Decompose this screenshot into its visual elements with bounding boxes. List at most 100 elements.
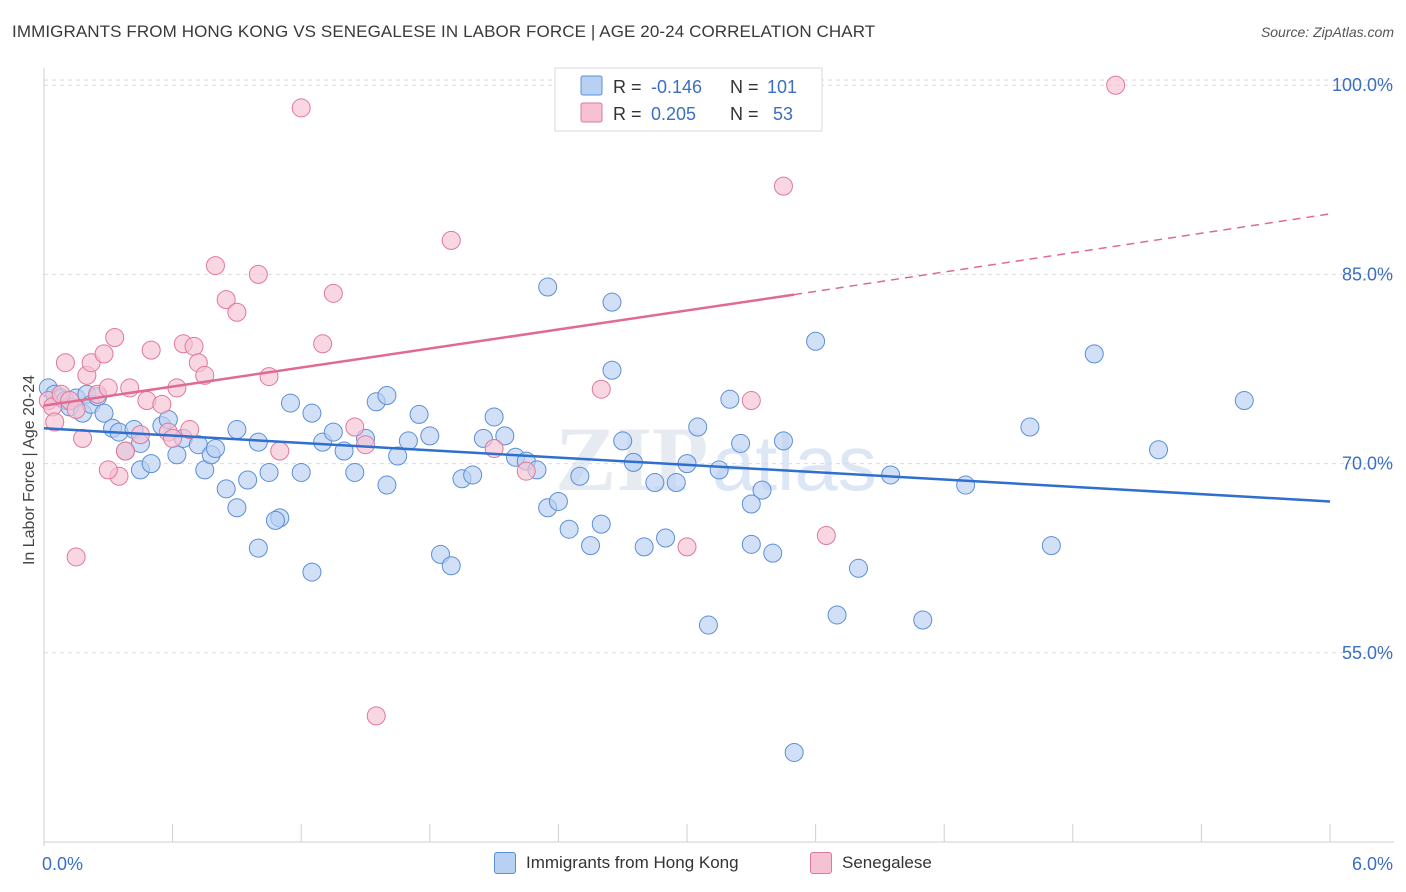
point-senegalese [227,302,247,322]
point-hong-kong [248,538,268,558]
point-hong-kong [248,432,268,452]
point-hong-kong [323,422,343,442]
point-senegalese [180,420,200,440]
point-hong-kong [698,615,718,635]
legend-label-senegalese: Senegalese [842,853,932,872]
point-hong-kong [1020,417,1040,437]
point-senegalese [270,441,290,461]
point-hong-kong [806,331,826,351]
point-hong-kong [484,407,504,427]
point-hong-kong [238,470,258,490]
x-tick-label: 0.0% [42,854,83,874]
point-senegalese [66,547,86,567]
point-senegalese [516,461,536,481]
gridlines [44,79,1394,654]
point-hong-kong [645,473,665,493]
legend-item-hong-kong: Immigrants from Hong Kong [494,852,739,874]
point-hong-kong [602,292,622,312]
legend-r-label: R = [613,77,642,97]
point-hong-kong [420,426,440,446]
point-hong-kong [1084,344,1104,364]
point-senegalese [677,537,697,557]
point-hong-kong [227,498,247,518]
point-senegalese [741,391,761,411]
point-hong-kong [495,426,515,446]
point-hong-kong [291,462,311,482]
point-hong-kong [913,610,933,630]
point-senegalese [105,327,125,347]
point-hong-kong [741,534,761,554]
point-hong-kong [741,494,761,514]
point-hong-kong [731,433,751,453]
point-senegalese [773,176,793,196]
point-hong-kong [302,403,322,423]
point-hong-kong [784,742,804,762]
point-hong-kong [398,431,418,451]
source-credit: Source: ZipAtlas.com [1260,24,1394,40]
point-hong-kong [570,466,590,486]
point-hong-kong [613,431,633,451]
legend-n-value: 53 [773,104,793,124]
point-hong-kong [956,475,976,495]
legend-r-label: R = [613,104,642,124]
point-hong-kong [709,460,729,480]
point-hong-kong [752,480,772,500]
point-senegalese [248,264,268,284]
x-tick-label: 6.0% [1352,854,1393,874]
point-hong-kong [227,420,247,440]
point-senegalese [184,336,204,356]
data-points [38,75,1254,762]
point-hong-kong [581,536,601,556]
trend-lines [43,213,1331,503]
point-hong-kong [388,446,408,466]
point-hong-kong [656,528,676,548]
legend-n-label: N = [730,104,759,124]
point-senegalese [55,353,75,373]
y-tick-label: 55.0% [1342,643,1393,663]
point-hong-kong [559,519,579,539]
point-senegalese [591,379,611,399]
y-tick-label: 70.0% [1342,454,1393,474]
point-senegalese [441,230,461,250]
point-hong-kong [827,605,847,625]
point-senegalese [345,417,365,437]
legend-r-value: -0.146 [651,77,702,97]
point-hong-kong [1234,391,1254,411]
point-senegalese [94,344,114,364]
point-senegalese [152,394,172,414]
swatch-blue [494,852,516,874]
series-legend: Immigrants from Hong Kong Senegalese [0,852,1406,878]
point-senegalese [323,283,343,303]
point-hong-kong [763,543,783,563]
point-hong-kong [538,277,558,297]
point-hong-kong [720,389,740,409]
point-hong-kong [377,386,397,406]
point-senegalese [216,290,236,310]
point-senegalese [366,706,386,726]
point-senegalese [291,98,311,118]
point-senegalese [98,460,118,480]
point-hong-kong [688,417,708,437]
point-hong-kong [602,360,622,380]
point-hong-kong [167,445,187,465]
point-senegalese [205,256,225,276]
point-senegalese [66,399,86,419]
point-hong-kong [848,558,868,578]
point-hong-kong [377,475,397,495]
point-hong-kong [441,556,461,576]
legend-label-hong-kong: Immigrants from Hong Kong [526,853,739,872]
legend-r-value: 0.205 [651,104,696,124]
watermark-atlas: atlas [712,419,877,507]
legend-swatch-blue [580,75,603,96]
legend-item-senegalese: Senegalese [810,852,932,874]
point-hong-kong [666,473,686,493]
point-hong-kong [259,462,279,482]
chart-title: IMMIGRANTS FROM HONG KONG VS SENEGALESE … [12,22,876,41]
y-tick-label: 100.0% [1332,75,1393,95]
point-hong-kong [634,537,654,557]
point-hong-kong [1041,536,1061,556]
legend-n-value: 101 [767,77,797,97]
y-axis-label: In Labor Force | Age 20-24 [21,375,38,565]
point-hong-kong [280,393,300,413]
